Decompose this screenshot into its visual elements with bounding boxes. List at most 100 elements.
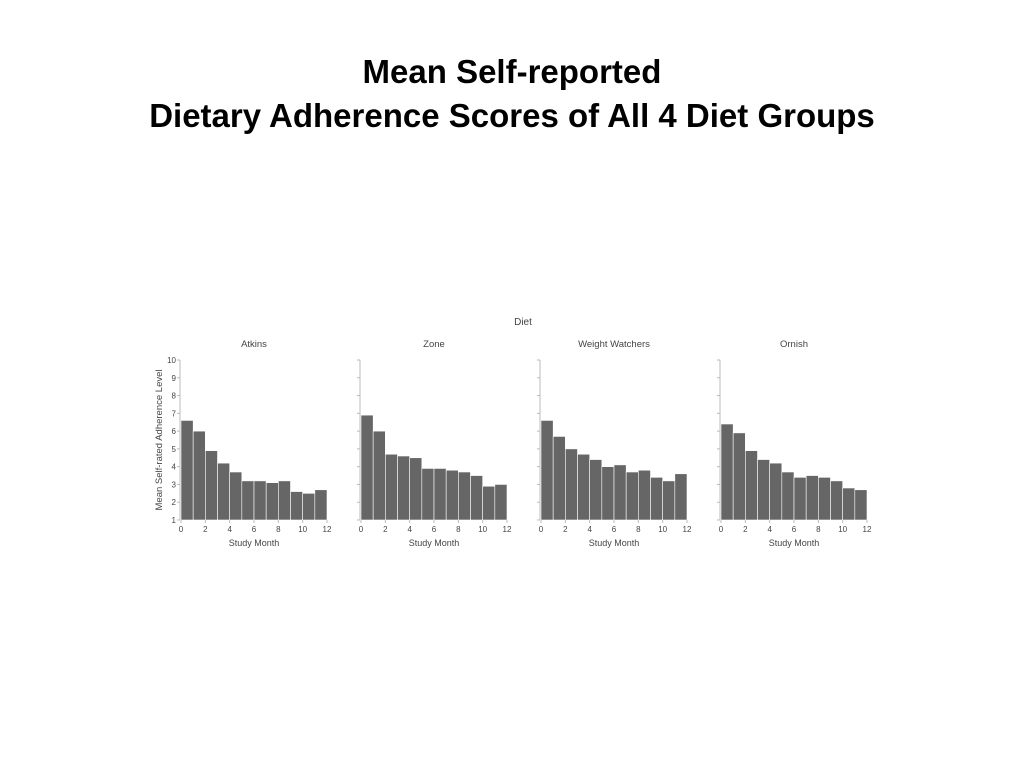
x-tick-label: 2 xyxy=(383,525,388,534)
x-tick-label: 10 xyxy=(658,525,667,534)
bar xyxy=(732,432,746,521)
x-tick-label: 8 xyxy=(636,525,641,534)
bar xyxy=(769,462,783,521)
x-tick-label: 8 xyxy=(276,525,281,534)
slide-title: Mean Self-reported Dietary Adherence Sco… xyxy=(0,50,1024,138)
facet-header-label: Diet xyxy=(514,317,532,328)
x-tick-label: 6 xyxy=(792,525,797,534)
x-tick-label: 8 xyxy=(816,525,821,534)
bar xyxy=(302,493,316,521)
y-tick-label: 8 xyxy=(172,392,177,401)
x-axis-label: Study Month xyxy=(769,538,820,548)
bar xyxy=(217,462,230,521)
x-tick-label: 0 xyxy=(719,525,724,534)
bar xyxy=(662,480,676,521)
y-tick-label: 2 xyxy=(172,498,177,507)
x-axis-label: Study Month xyxy=(229,538,280,548)
bar xyxy=(854,489,868,521)
x-tick-label: 0 xyxy=(179,525,184,534)
panel-title: Weight Watchers xyxy=(578,339,650,350)
y-tick-label: 7 xyxy=(172,409,177,418)
x-tick-label: 4 xyxy=(767,525,772,534)
bar xyxy=(781,471,795,521)
bar xyxy=(397,455,410,521)
bar xyxy=(241,480,255,521)
bar xyxy=(192,430,206,521)
x-axis-label: Study Month xyxy=(409,538,460,548)
panel-title: Atkins xyxy=(241,339,267,350)
x-tick-label: 10 xyxy=(298,525,307,534)
x-tick-label: 2 xyxy=(743,525,748,534)
y-tick-label: 3 xyxy=(172,480,177,489)
bar xyxy=(842,487,856,521)
panel-title: Zone xyxy=(423,339,445,350)
bar xyxy=(265,482,279,521)
bar xyxy=(205,450,218,521)
bar xyxy=(253,480,267,521)
panel-zone: Zone 0 2 4 6 8 10 12 Study Month xyxy=(357,339,512,548)
x-tick-label: 6 xyxy=(252,525,257,534)
bar xyxy=(314,489,328,521)
x-tick-label: 12 xyxy=(683,525,692,534)
bar xyxy=(589,459,603,521)
x-tick-label: 4 xyxy=(587,525,592,534)
x-tick-label: 4 xyxy=(407,525,412,534)
bar xyxy=(818,477,831,521)
x-tick-label: 12 xyxy=(503,525,512,534)
x-tick-label: 0 xyxy=(359,525,364,534)
y-tick-label: 9 xyxy=(172,374,177,383)
x-tick-label: 8 xyxy=(456,525,461,534)
bar xyxy=(372,430,386,521)
bar xyxy=(565,448,578,521)
y-tick-label: 5 xyxy=(172,445,177,454)
bar xyxy=(540,420,554,521)
bar xyxy=(433,468,447,521)
y-tick-label: 6 xyxy=(172,427,177,436)
bar xyxy=(360,414,374,521)
x-tick-label: 10 xyxy=(478,525,487,534)
slide-title-line-1: Mean Self-reported xyxy=(362,53,662,90)
panel-weight-watchers: Weight Watchers 0 2 4 6 8 10 12 Study Month xyxy=(537,339,692,548)
bar xyxy=(552,436,566,521)
panel-title: Ornish xyxy=(780,339,808,350)
x-tick-label: 10 xyxy=(838,525,847,534)
bar xyxy=(278,480,291,521)
bar xyxy=(458,471,471,521)
bar xyxy=(577,453,590,521)
bar xyxy=(830,480,843,521)
bar xyxy=(793,477,807,521)
bar xyxy=(494,484,508,521)
bar xyxy=(601,466,615,521)
x-tick-label: 6 xyxy=(432,525,437,534)
x-tick-label: 2 xyxy=(203,525,208,534)
bar xyxy=(290,491,303,521)
bar xyxy=(445,469,459,521)
x-tick-label: 0 xyxy=(539,525,544,534)
x-tick-label: 12 xyxy=(863,525,872,534)
x-tick-label: 12 xyxy=(323,525,332,534)
bar xyxy=(229,471,243,521)
bar xyxy=(180,420,194,521)
x-axis-label: Study Month xyxy=(589,538,640,548)
bar xyxy=(650,477,663,521)
bar xyxy=(638,469,651,521)
bar xyxy=(482,485,496,521)
panel-ornish: Ornish 0 2 4 6 8 10 12 Study Month xyxy=(717,339,872,548)
slide-title-line-2: Dietary Adherence Scores of All 4 Diet G… xyxy=(149,97,875,134)
y-tick-label: 4 xyxy=(172,463,177,472)
x-tick-label: 2 xyxy=(563,525,568,534)
x-tick-label: 6 xyxy=(612,525,617,534)
bar xyxy=(470,475,483,521)
y-tick-label: 1 xyxy=(172,516,177,525)
bar xyxy=(805,475,819,521)
bar xyxy=(613,464,627,521)
bar xyxy=(385,453,398,521)
x-tick-label: 4 xyxy=(227,525,232,534)
y-axis-label: Mean Self-rated Adherence Level xyxy=(154,369,165,510)
bar xyxy=(720,423,734,521)
y-tick-label: 10 xyxy=(167,356,176,365)
bar xyxy=(421,468,435,521)
